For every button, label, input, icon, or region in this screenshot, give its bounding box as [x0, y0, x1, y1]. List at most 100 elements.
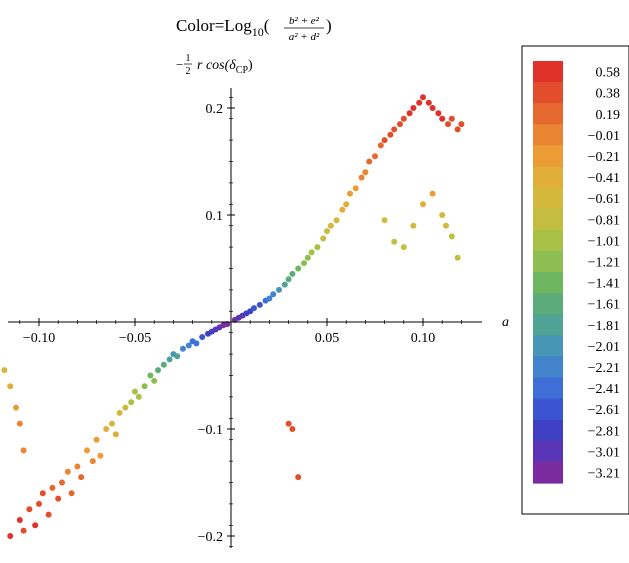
data-point — [285, 276, 292, 283]
data-point — [116, 409, 123, 416]
data-point — [454, 126, 461, 133]
legend-label: −2.21 — [588, 361, 620, 376]
data-point — [199, 334, 206, 340]
legend-swatch — [533, 377, 563, 400]
data-point — [304, 254, 311, 261]
data-point — [435, 110, 442, 117]
data-point — [128, 399, 135, 406]
data-point — [333, 217, 340, 224]
svg-text:Color=Log10(: Color=Log10( — [176, 16, 270, 39]
legend-label: 0.58 — [596, 66, 621, 81]
x-tick-label: 0.05 — [315, 331, 340, 346]
data-point — [36, 500, 42, 507]
data-point — [20, 447, 27, 454]
data-point — [132, 388, 138, 395]
data-point — [377, 142, 384, 149]
data-point — [122, 404, 129, 411]
ylabel-frac-den: 2 — [186, 66, 191, 77]
data-points — [1, 94, 465, 539]
data-point — [160, 361, 167, 368]
data-point — [281, 281, 288, 288]
legend-swatch — [533, 314, 563, 336]
data-point — [416, 99, 423, 106]
data-point — [289, 426, 296, 432]
x-tick-label: −0.10 — [23, 331, 55, 346]
data-point — [16, 420, 23, 427]
data-point — [406, 110, 413, 117]
data-point — [32, 522, 39, 529]
data-point — [20, 527, 27, 534]
data-point — [429, 105, 436, 111]
legend-label: −0.41 — [588, 171, 620, 186]
data-point — [174, 353, 181, 360]
svg-text:r cos(δCP): r cos(δCP) — [197, 58, 253, 76]
data-point — [339, 206, 346, 213]
legend-label: −3.21 — [588, 466, 620, 481]
data-point — [420, 94, 426, 101]
legend-swatch — [533, 398, 563, 421]
y-axis-label: − 1 2 r cos(δCP) — [176, 53, 253, 77]
data-point — [55, 495, 62, 502]
data-point — [224, 321, 231, 328]
legend-label: −2.41 — [588, 382, 620, 397]
data-point — [266, 295, 273, 302]
legend-labels: 0.58 0.38 0.19 −0.01 −0.21 −0.41 −0.61 −0.81 −1.… — [588, 66, 620, 482]
data-point — [448, 233, 455, 240]
data-point — [112, 431, 119, 438]
legend-swatch — [533, 250, 563, 273]
data-point — [289, 270, 296, 277]
data-point — [308, 249, 315, 256]
data-point — [295, 474, 302, 481]
x-tick-label: −0.05 — [119, 331, 151, 346]
data-point — [429, 190, 436, 197]
legend-swatch — [533, 166, 563, 189]
chart-title: Color=Log10( b² + e² a² + d² ) — [176, 15, 332, 43]
data-point — [74, 463, 81, 470]
legend-label: −1.81 — [588, 319, 620, 334]
data-point — [387, 131, 394, 138]
data-point — [391, 238, 398, 245]
data-point — [439, 212, 446, 218]
data-point — [109, 420, 115, 427]
data-point — [397, 121, 403, 128]
legend-label: −0.21 — [588, 150, 620, 165]
data-point — [343, 201, 350, 208]
legend-swatch — [533, 61, 563, 83]
data-point — [352, 185, 359, 192]
data-point — [285, 420, 292, 427]
legend-swatch — [533, 356, 563, 379]
data-point — [89, 458, 96, 465]
axes — [8, 88, 482, 548]
data-point — [49, 484, 56, 491]
data-point — [1, 367, 8, 374]
data-point — [135, 393, 142, 400]
x-tick-label: 0.10 — [411, 331, 436, 346]
legend-label: −2.61 — [588, 403, 620, 418]
data-point — [270, 291, 277, 298]
legend-label: −2.81 — [588, 424, 620, 439]
data-point — [84, 447, 90, 454]
data-point — [400, 115, 407, 122]
data-point — [347, 190, 353, 197]
legend-swatch — [533, 335, 563, 357]
data-point — [151, 377, 158, 384]
svg-text:): ) — [326, 16, 332, 35]
data-point — [358, 174, 365, 181]
y-tick-label: 0.2 — [206, 102, 224, 117]
y-tick-label: 0.1 — [206, 209, 224, 224]
data-point — [64, 468, 71, 475]
y-tick-label: −0.2 — [198, 530, 223, 545]
data-point — [7, 383, 14, 390]
x-axis-label: a — [502, 315, 509, 330]
data-point — [301, 260, 307, 267]
data-point — [78, 474, 85, 481]
data-point — [251, 305, 257, 312]
legend-swatch — [533, 82, 563, 104]
data-point — [256, 301, 263, 308]
data-point — [26, 506, 33, 513]
ylabel-close: ) — [248, 58, 253, 73]
data-point — [439, 115, 446, 122]
data-point — [381, 137, 388, 144]
ylabel-frac-num: 1 — [186, 53, 191, 64]
data-point — [454, 254, 461, 261]
